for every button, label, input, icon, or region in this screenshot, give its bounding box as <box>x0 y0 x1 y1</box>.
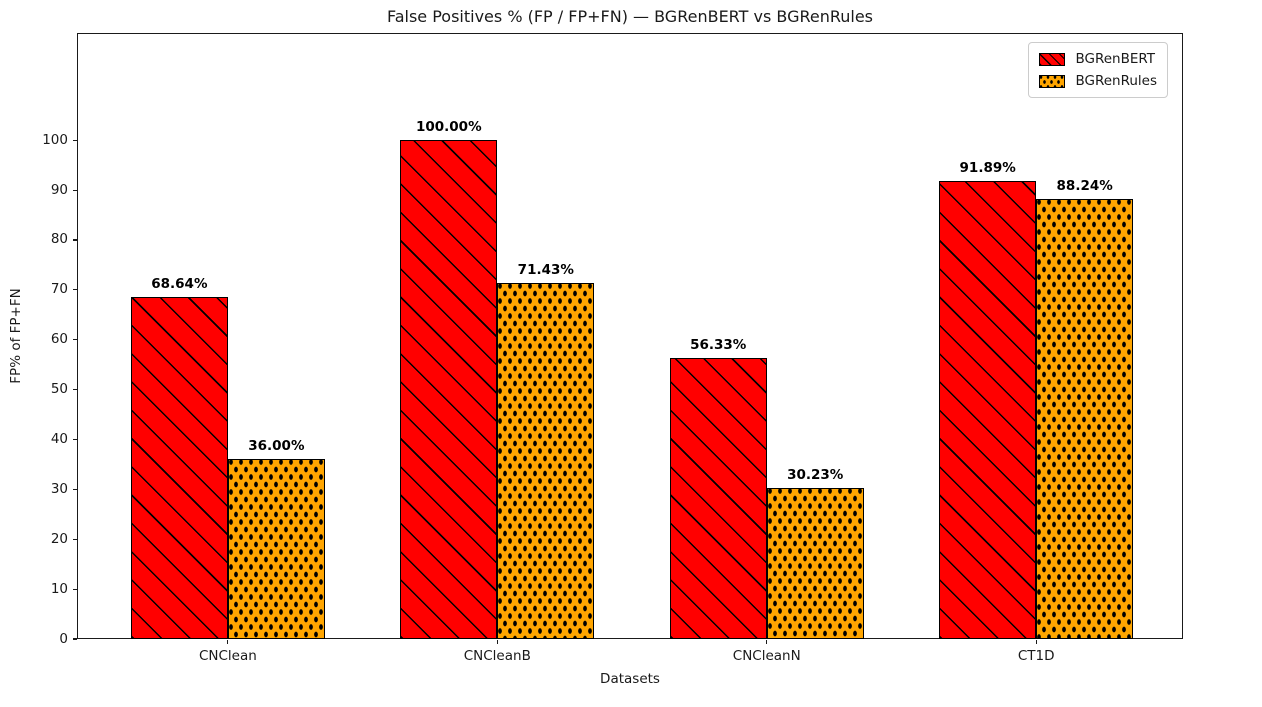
legend-label-bgrenrules: BGRenRules <box>1075 73 1157 89</box>
y-tick-label: 10 <box>50 580 68 597</box>
legend-swatch-bgrenrules <box>1039 74 1066 88</box>
bar-value-label: 100.00% <box>415 119 482 136</box>
y-tick-label: 90 <box>50 181 68 198</box>
y-tick-mark <box>72 438 77 441</box>
bar-value-label: 56.33% <box>690 337 747 354</box>
bar-value-label: 91.89% <box>959 159 1016 176</box>
y-tick-label: 30 <box>50 480 68 497</box>
y-tick-label: 50 <box>50 381 68 398</box>
y-tick-mark <box>72 389 77 391</box>
legend-label-bgrenbert: BGRenBERT <box>1075 51 1156 67</box>
y-tick-label: 80 <box>50 231 68 248</box>
y-tick-mark <box>72 139 77 141</box>
bar-value-label: 36.00% <box>248 438 305 455</box>
y-tick-mark <box>72 638 77 640</box>
bar-bgrenrules-cncleanb <box>497 282 595 639</box>
bar-bgrenbert-cncleann <box>669 358 767 639</box>
bar-bgrenbert-cnclean <box>130 296 228 639</box>
legend-item-bgrenrules: BGRenRules <box>1039 73 1157 89</box>
x-axis-label: Datasets <box>600 671 660 687</box>
y-tick-mark <box>72 488 77 490</box>
legend: BGRenBERT BGRenRules <box>1028 42 1168 98</box>
y-tick-mark <box>72 239 77 241</box>
legend-item-bgrenbert: BGRenBERT <box>1039 51 1157 67</box>
bar-value-label: 88.24% <box>1056 177 1113 194</box>
x-tick-mark <box>766 639 768 644</box>
y-tick-label: 60 <box>50 331 68 348</box>
x-tick-mark <box>1035 639 1037 644</box>
bar-bgrenrules-cncleann <box>766 488 864 639</box>
y-axis-label: FP% of FP+FN <box>8 288 24 384</box>
y-tick-mark <box>72 339 77 341</box>
bar-bgrenrules-ct1d <box>1036 198 1134 639</box>
bar-bgrenbert-ct1d <box>939 180 1037 639</box>
bar-value-label: 68.64% <box>151 275 208 292</box>
x-tick-mark <box>496 639 498 644</box>
bar-value-label: 30.23% <box>787 467 844 484</box>
y-tick-mark <box>72 588 77 590</box>
legend-swatch-bgrenbert <box>1039 52 1066 66</box>
y-tick-label: 0 <box>59 630 68 647</box>
y-tick-label: 70 <box>50 281 68 298</box>
x-tick-label: CT1D <box>1017 648 1055 664</box>
bar-value-label: 71.43% <box>517 261 574 278</box>
y-tick-label: 40 <box>50 430 68 447</box>
bar-bgrenbert-cncleanb <box>400 140 498 639</box>
chart-title: False Positives % (FP / FP+FN) — BGRenBE… <box>386 7 874 26</box>
x-tick-label: CNCleanB <box>463 648 531 664</box>
x-tick-label: CNCleanN <box>732 648 801 664</box>
y-tick-mark <box>72 189 77 191</box>
x-tick-label: CNClean <box>198 648 257 664</box>
y-tick-mark <box>72 289 77 291</box>
y-tick-mark <box>72 538 77 540</box>
bar-bgrenrules-cnclean <box>227 459 325 639</box>
x-tick-mark <box>227 639 229 644</box>
y-tick-label: 20 <box>50 530 68 547</box>
y-tick-label: 100 <box>42 131 68 148</box>
